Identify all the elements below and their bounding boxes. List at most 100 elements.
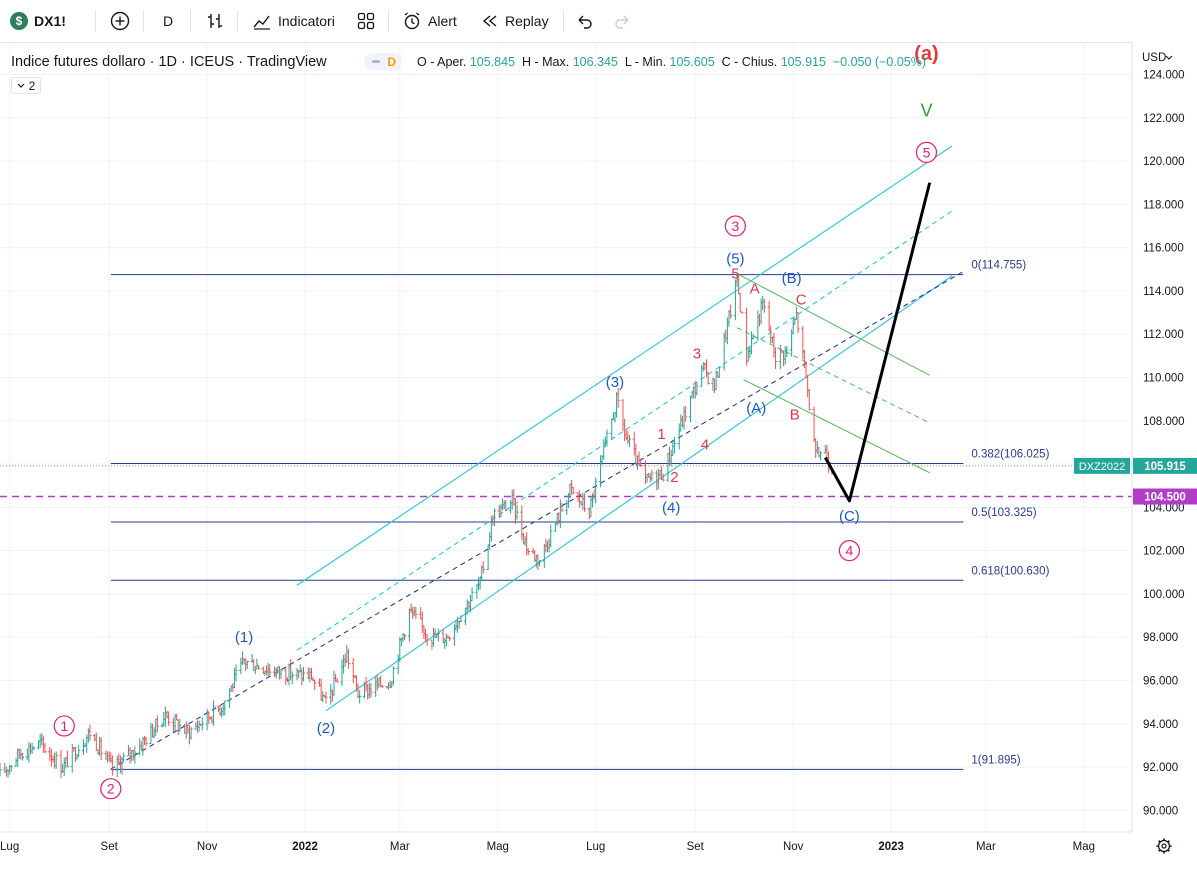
ohlc-bar: [492, 508, 497, 527]
ohlc-bar: [688, 395, 693, 423]
price-tick-label: 116.000: [1143, 243, 1184, 255]
ohlc-bar: [9, 765, 13, 772]
ohlc-bar: [324, 691, 328, 704]
ohlc-bar: [751, 333, 755, 340]
ohlc-bar: [99, 737, 103, 760]
plot-area: 0(114.755) 0.382(106.025) 0.5(103.325) 0.61…: [0, 42, 1132, 832]
ohlc-bar: [65, 750, 70, 768]
undo-button[interactable]: [576, 0, 594, 42]
price-tick-label: 108.000: [1143, 416, 1185, 428]
gear-hub: [1161, 843, 1167, 849]
wave-label: (4): [662, 499, 680, 516]
redo-button[interactable]: [613, 0, 631, 42]
bars-chart-icon: [208, 14, 222, 28]
price-tick-label: 114.000: [1143, 286, 1184, 298]
replay-button[interactable]: Replay: [481, 0, 549, 42]
ohlc-bar: [582, 493, 587, 512]
ohlc-bar: [594, 477, 598, 504]
price-chart[interactable]: 0(114.755) 0.382(106.025) 0.5(103.325) 0.61…: [0, 42, 1197, 871]
undo-icon: [578, 15, 592, 29]
plus-circle-icon: [110, 11, 130, 31]
open-value: 105.845: [469, 55, 516, 69]
price-tick-label: 124.000: [1143, 69, 1185, 81]
ohlc-bar: [717, 366, 721, 378]
low-label: L - Min.: [624, 55, 667, 69]
ohlc-bar: [20, 752, 25, 761]
ohlc-bar: [605, 429, 609, 447]
ohlc-bar: [738, 292, 742, 313]
gear-tooth: [1167, 840, 1170, 843]
interval-button[interactable]: D: [163, 0, 173, 42]
time-tick-label: Lug: [0, 841, 19, 853]
wave-label: 5: [731, 266, 739, 283]
ohlc-bar: [470, 587, 474, 602]
price-tick-label: 104.000: [1143, 502, 1185, 514]
ohlc-bar: [459, 615, 463, 623]
ohlc-bar: [32, 746, 36, 750]
indicators-label: Indicatori: [278, 13, 335, 29]
alert-button[interactable]: Alert: [402, 0, 457, 42]
wave-label: (2): [317, 720, 335, 737]
wave-label: 3: [693, 346, 701, 363]
wave-label: 2: [670, 469, 678, 486]
ohlc-bar: [155, 715, 159, 733]
ohlc-bar: [740, 311, 744, 314]
svg-text:$: $: [16, 14, 23, 28]
ohlc-bar: [346, 648, 351, 669]
wave-label-circled: 5: [915, 141, 938, 163]
toolbar-divider: [190, 10, 191, 32]
replay-label: Replay: [505, 13, 549, 29]
channel-line-corrective_upper: [736, 273, 930, 376]
wave-label: 4: [701, 437, 709, 454]
data-status-badge: D: [364, 53, 402, 70]
close-label: C - Chius.: [721, 55, 778, 69]
open-label: O - Aper.: [417, 55, 467, 69]
ohlc-bar: [627, 435, 632, 448]
badge-letter: D: [387, 54, 396, 69]
wave-label-ring: [838, 540, 861, 562]
ohlc-bar: [425, 634, 429, 646]
legend-collapse-button[interactable]: 2: [11, 77, 41, 94]
legend-count: 2: [28, 78, 36, 93]
indicators-button[interactable]: Indicatori: [252, 0, 335, 42]
ohlc-bar: [313, 679, 317, 691]
wave-label-circled: 3: [724, 215, 746, 237]
symbol-search[interactable]: $ DX1!: [10, 0, 66, 42]
ohlc-bar: [447, 636, 452, 642]
redo-icon: [615, 15, 629, 29]
price-tick-label: 112.000: [1143, 329, 1184, 341]
settings-gear-icon[interactable]: [1156, 838, 1172, 854]
price-tick-label: 90.000: [1143, 805, 1178, 817]
wave-label-text: 4: [846, 543, 854, 559]
ohlc-bar: [403, 634, 407, 641]
time-tick-label: Mar: [390, 841, 410, 853]
wave-label-ring: [100, 778, 122, 800]
ohlc-legend: O - Aper. 105.845 H - Max. 106.345 L - M…: [417, 52, 926, 72]
chart-title: Indice futures dollaro · 1D · ICEUS · Tr…: [11, 54, 327, 70]
projection-path: [824, 182, 932, 503]
time-axis: Lug Set Nov 2022 Mar Mag Lug Set Nov 2023 Mar Mag: [0, 831, 1197, 871]
wave-label-text: 3: [732, 218, 740, 234]
compare-add-button[interactable]: [110, 0, 130, 42]
chevron-down-icon: [1165, 55, 1173, 60]
currency-label: USD: [1142, 52, 1166, 64]
ohlc-bar: [796, 311, 800, 334]
time-tick-label: 2023: [878, 841, 904, 853]
toolbar-divider: [237, 10, 238, 32]
ohlc-bar: [571, 486, 575, 495]
wave-label: 1: [657, 426, 665, 443]
time-tick-label: Set: [687, 841, 705, 853]
chart-type-button[interactable]: [205, 0, 225, 42]
fib-label: 0.5(103.325): [971, 507, 1036, 519]
ohlc-bar: [211, 700, 216, 726]
ohlc-bar: [481, 561, 485, 574]
ohlc-bar: [706, 371, 710, 385]
time-tick-label: Mag: [1073, 841, 1095, 853]
layouts-button[interactable]: [357, 0, 375, 42]
price-tick-label: 118.000: [1143, 199, 1184, 211]
ohlc-bar: [301, 666, 306, 682]
dollar-logo-icon: $: [10, 12, 28, 30]
ohlc-bar: [610, 418, 614, 441]
ohlc-bar: [351, 658, 355, 684]
wave-label-text: 1: [60, 718, 68, 734]
